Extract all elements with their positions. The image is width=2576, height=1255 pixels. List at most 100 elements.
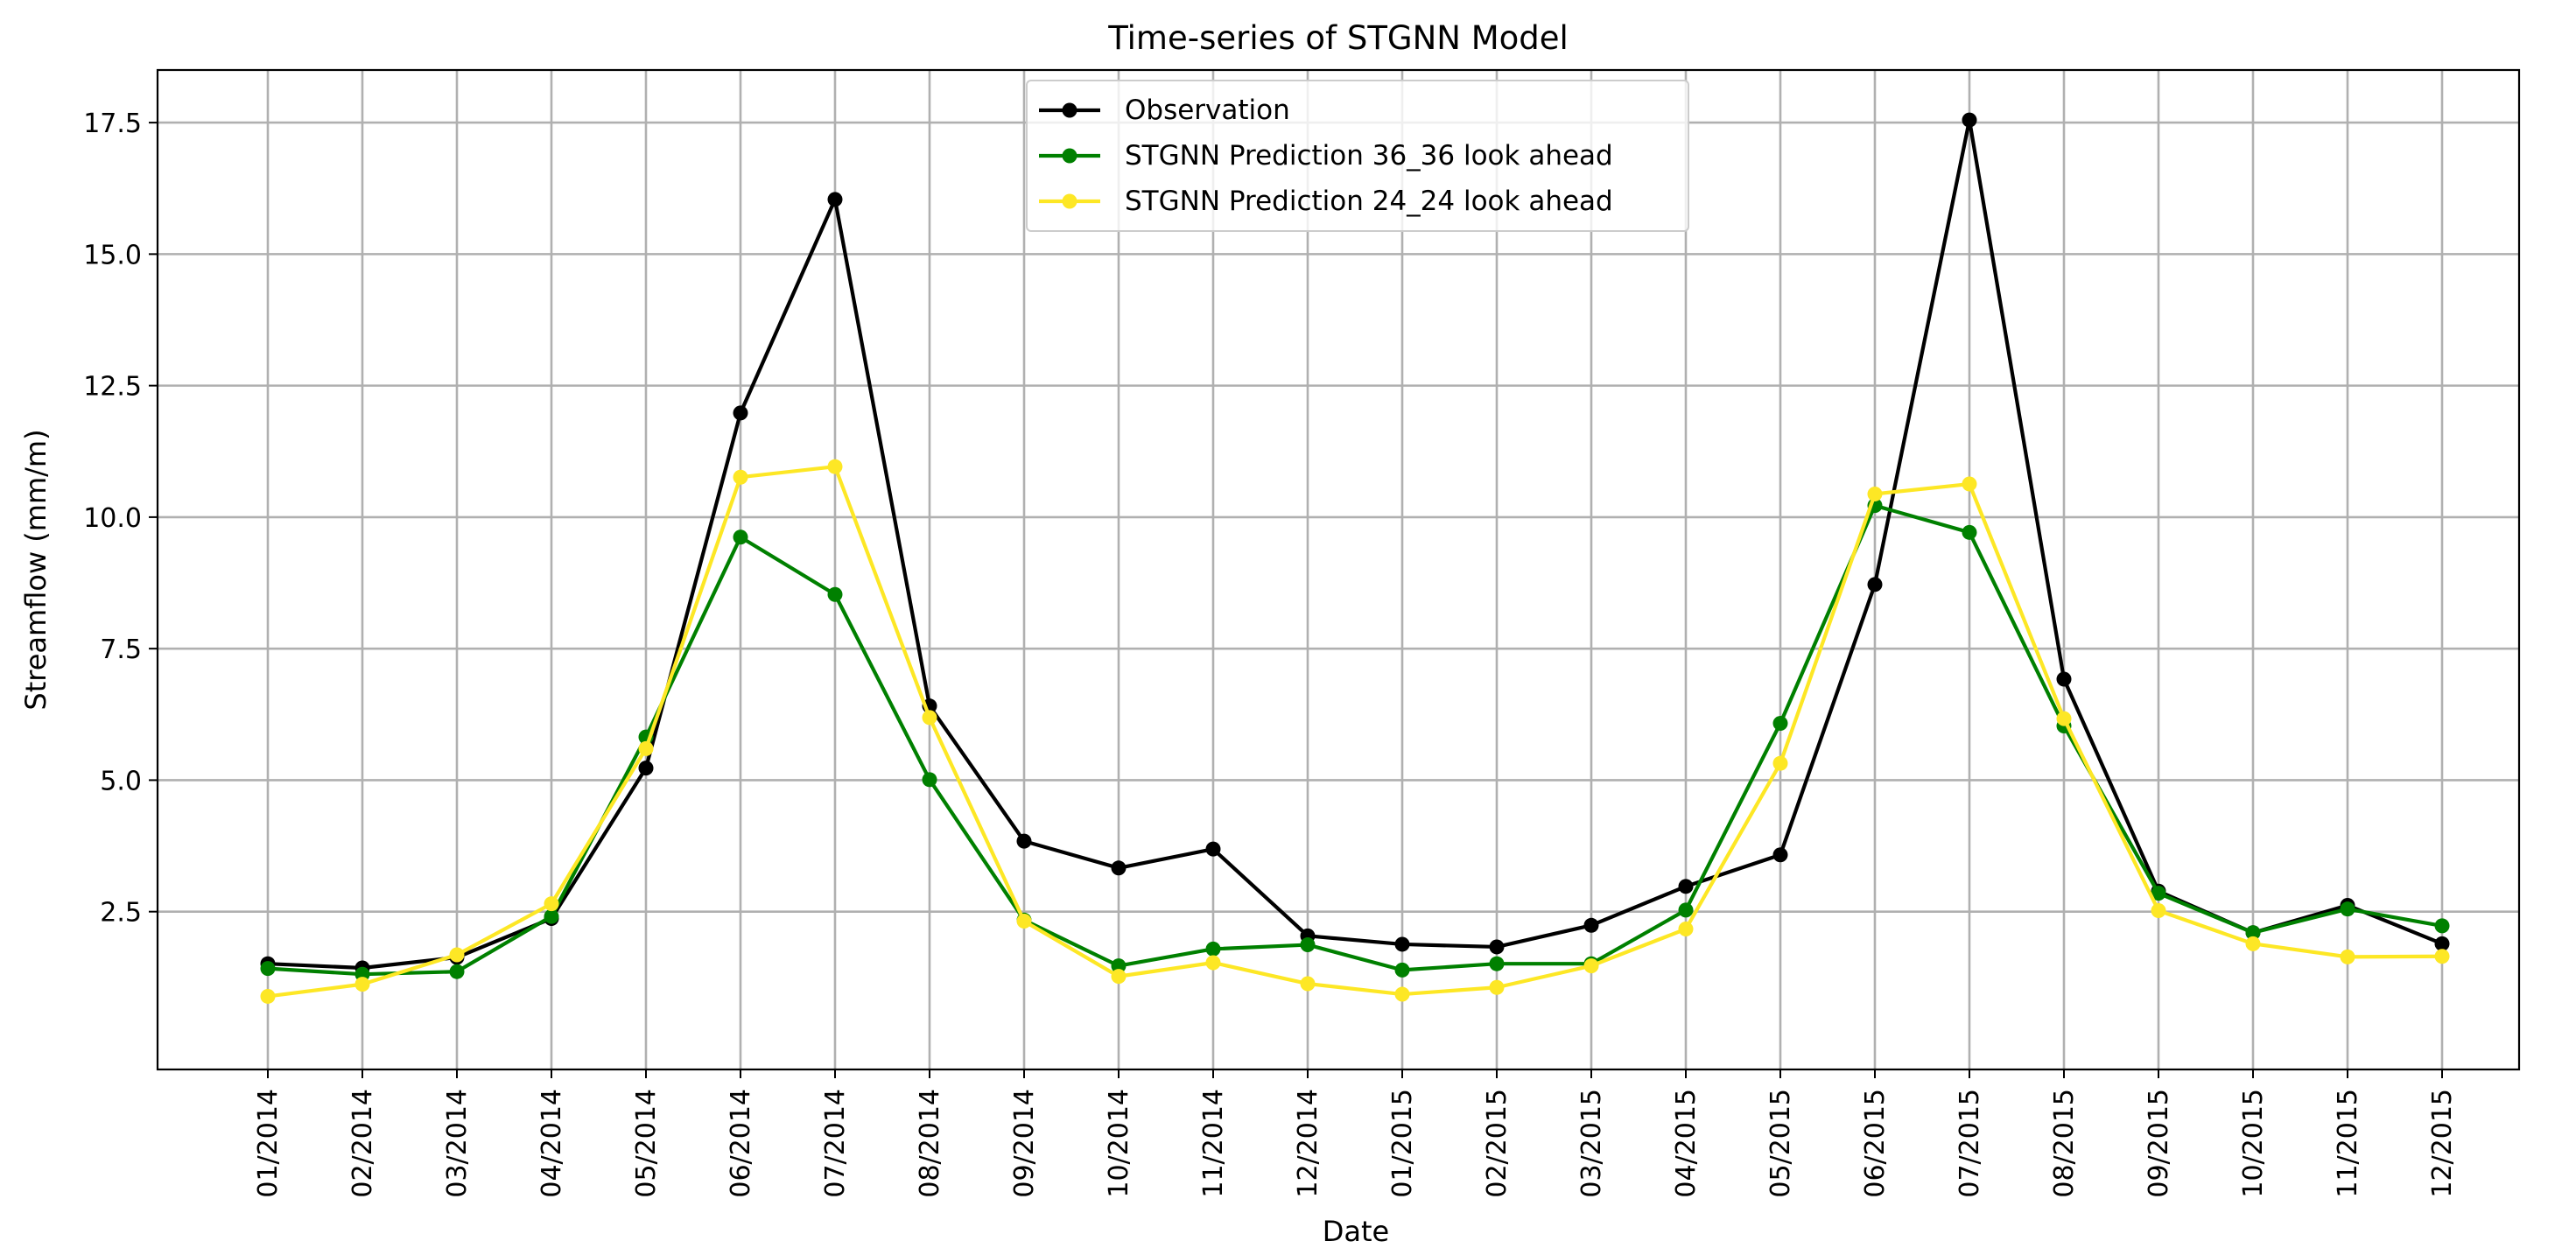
data-point — [1489, 956, 1505, 971]
y-tick-label: 10.0 — [83, 503, 142, 534]
data-point — [1111, 958, 1127, 974]
y-tick-label: 5.0 — [100, 766, 142, 796]
legend-marker-pred-36 — [1062, 148, 1077, 164]
series-line — [267, 503, 2443, 977]
y-tick-label: 7.5 — [100, 635, 142, 665]
y-tick-label: 2.5 — [100, 898, 142, 929]
x-tick-label: 03/2014 — [442, 1089, 473, 1198]
data-point — [2245, 936, 2261, 951]
x-tick-label: 08/2014 — [915, 1089, 945, 1198]
data-point — [2340, 949, 2355, 964]
data-point — [1300, 976, 1316, 992]
data-point — [1772, 716, 1788, 732]
data-point — [733, 529, 748, 545]
data-point — [1678, 879, 1694, 894]
data-point — [1867, 486, 1883, 501]
series-layer — [260, 112, 2450, 1004]
y-axis-label: Streamflow (mm/m) — [19, 429, 53, 710]
data-point — [922, 772, 937, 788]
x-tick-label: 01/2015 — [1387, 1089, 1418, 1198]
data-point — [1205, 941, 1221, 957]
x-tick-label: 06/2014 — [726, 1089, 756, 1198]
data-point — [2434, 936, 2450, 951]
series-line — [267, 465, 2443, 999]
data-point — [1016, 914, 1032, 929]
data-point — [449, 964, 465, 979]
data-point — [1962, 476, 1977, 492]
data-point — [2151, 886, 2166, 901]
data-point — [544, 908, 559, 924]
x-tick-label: 11/2014 — [1198, 1089, 1229, 1198]
data-point — [2245, 925, 2261, 941]
x-tick-label: 03/2015 — [1576, 1089, 1607, 1198]
data-point — [2056, 711, 2072, 726]
data-point — [260, 961, 276, 977]
x-tick-label: 12/2014 — [1293, 1089, 1323, 1198]
data-point — [827, 586, 843, 602]
y-tick-label: 12.5 — [83, 372, 142, 403]
data-point — [260, 988, 276, 1004]
x-axis-label: Date — [1323, 1215, 1389, 1248]
x-tick-label: 07/2014 — [820, 1089, 851, 1198]
data-point — [1772, 847, 1788, 863]
y-tick-label: 15.0 — [83, 240, 142, 270]
x-tick-label: 04/2014 — [537, 1089, 567, 1198]
x-tick-label: 12/2015 — [2427, 1089, 2458, 1198]
axes: 01/2014 02/2014 03/2014 04/2014 05/2014 06/20… — [83, 68, 2521, 1198]
series-line — [267, 118, 2443, 971]
plot-frame — [156, 68, 2521, 1071]
data-point — [1300, 937, 1316, 953]
data-point — [2434, 949, 2450, 964]
x-tick-label: 05/2015 — [1765, 1089, 1796, 1198]
data-point — [1394, 936, 1410, 952]
series-2 — [260, 459, 2450, 1004]
legend: Observation STGNN Prediction 36_36 look … — [1026, 80, 1689, 232]
legend-frame — [1026, 80, 1689, 232]
legend-label-pred-36: STGNN Prediction 36_36 look ahead — [1125, 140, 1613, 172]
x-tick-label: 07/2015 — [1955, 1089, 1985, 1198]
data-point — [922, 710, 937, 726]
data-point — [1867, 577, 1883, 592]
data-point — [1962, 524, 1977, 540]
data-point — [1111, 860, 1127, 876]
data-point — [638, 740, 654, 756]
series-1 — [260, 498, 2450, 982]
data-point — [827, 459, 843, 474]
x-tick-label: 06/2015 — [1860, 1089, 1891, 1198]
x-tick-label: 09/2014 — [1009, 1089, 1040, 1198]
x-tick-label: 01/2014 — [253, 1089, 284, 1198]
data-point — [1205, 955, 1221, 971]
data-point — [1205, 841, 1221, 857]
legend-marker-observation — [1062, 102, 1077, 118]
data-point — [733, 405, 748, 421]
y-tick-label: 17.5 — [83, 109, 142, 139]
data-point — [1489, 939, 1505, 955]
data-point — [1772, 755, 1788, 771]
data-point — [449, 947, 465, 963]
data-point — [1583, 958, 1599, 974]
data-point — [1394, 986, 1410, 1002]
data-point — [2434, 918, 2450, 934]
x-tick-label: 05/2014 — [631, 1089, 662, 1198]
legend-label-observation: Observation — [1125, 95, 1290, 126]
legend-marker-pred-24 — [1062, 193, 1077, 209]
data-point — [1111, 969, 1127, 985]
data-point — [827, 192, 843, 207]
x-tick-label: 08/2015 — [2049, 1089, 2080, 1198]
data-point — [1489, 979, 1505, 995]
data-point — [1583, 917, 1599, 933]
data-point — [638, 761, 654, 776]
data-point — [2340, 901, 2355, 917]
x-tick-label: 02/2015 — [1482, 1089, 1513, 1198]
data-point — [1678, 922, 1694, 937]
data-point — [1678, 902, 1694, 918]
data-point — [2056, 671, 2072, 687]
x-tick-label: 10/2014 — [1104, 1089, 1134, 1198]
data-point — [1016, 833, 1032, 849]
data-point — [1394, 962, 1410, 978]
x-tick-label: 09/2015 — [2144, 1089, 2174, 1198]
legend-label-pred-24: STGNN Prediction 24_24 look ahead — [1125, 186, 1613, 217]
data-point — [544, 896, 559, 912]
x-tick-label: 10/2015 — [2238, 1089, 2269, 1198]
